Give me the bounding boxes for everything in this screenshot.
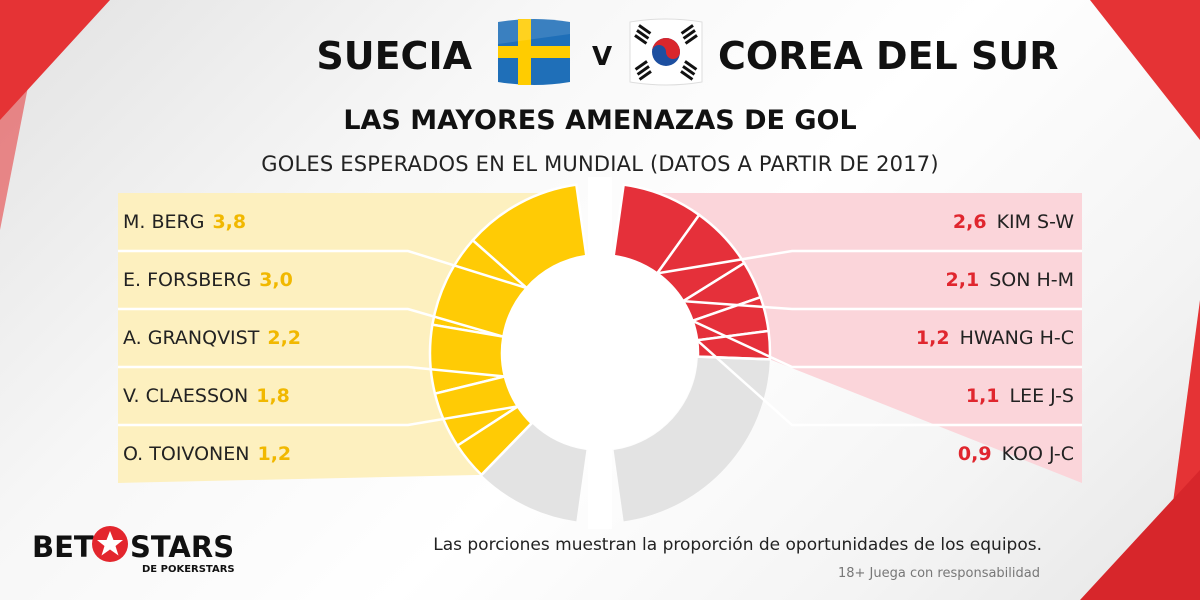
chart-caption: GOLES ESPERADOS EN EL MUNDIAL (DATOS A P…: [261, 152, 939, 176]
leader-line: [656, 249, 1082, 275]
player-name: M. BERG: [123, 211, 205, 233]
player-name: KIM S-W: [996, 211, 1074, 233]
match-header: SUECIA V: [0, 14, 1200, 94]
away-remainder-slice: [613, 356, 770, 522]
chart-subtitle: LAS MAYORES AMENAZAS DE GOL: [343, 105, 857, 136]
star-icon: [92, 526, 128, 562]
player-label: 1,1 LEE J-S: [966, 367, 1074, 425]
player-label: M. BERG 3,8: [123, 193, 246, 251]
player-name: A. GRANQVIST: [123, 327, 260, 349]
player-label: 2,6 KIM S-W: [953, 193, 1074, 251]
sweden-flag-icon: [498, 19, 570, 85]
leader-line: [480, 422, 533, 476]
decor-corner: [1080, 470, 1200, 600]
player-name: V. CLAESSON: [123, 385, 249, 407]
player-label: E. FORSBERG 3,0: [123, 251, 293, 309]
xg-value: 2,2: [267, 327, 302, 349]
logo-subtext: DE POKERSTARS: [142, 564, 235, 575]
player-name: SON H-M: [989, 269, 1074, 291]
leader-line: [118, 365, 505, 378]
player-name: KOO J-C: [1001, 443, 1074, 465]
decor-corner: [1090, 0, 1200, 140]
player-label: 1,2 HWANG H-C: [916, 309, 1074, 367]
xg-value: 3,0: [259, 269, 293, 291]
xg-value: 1,1: [965, 385, 1000, 407]
donut-divider: [588, 177, 612, 529]
xg-value: 1,2: [915, 327, 950, 349]
leader-line: [118, 307, 504, 338]
player-name: E. FORSBERG: [123, 269, 252, 291]
xg-value: 1,8: [256, 385, 290, 407]
xg-value: 3,8: [212, 211, 247, 233]
decor-corner: [0, 0, 110, 120]
south-korea-flag-icon: [629, 18, 703, 86]
player-label: V. CLAESSON 1,8: [123, 367, 290, 425]
player-label: O. TOIVONEN 1,2: [123, 425, 291, 483]
leader-line: [683, 299, 1082, 311]
xg-value: 2,1: [945, 269, 980, 291]
player-label: 2,1 SON H-M: [946, 251, 1074, 309]
leader-line: [692, 319, 1082, 369]
betstars-logo: BET STARS DE POKERSTARS: [32, 526, 242, 580]
away-team-name: COREA DEL SUR: [718, 34, 1059, 78]
logo-bet-text: BET: [32, 530, 94, 564]
xg-value: 2,6: [952, 211, 987, 233]
leader-line: [118, 405, 519, 427]
player-name: LEE J-S: [1009, 385, 1074, 407]
chart-footnote: Las porciones muestran la proporción de …: [433, 535, 1042, 555]
player-name: HWANG H-C: [959, 327, 1074, 349]
leader-line: [118, 249, 528, 290]
home-team-name: SUECIA: [316, 34, 472, 78]
responsibility-notice: 18+ Juega con responsabilidad: [837, 566, 1040, 581]
xg-value: 0,9: [957, 443, 992, 465]
xg-value: 1,2: [257, 443, 292, 465]
leader-line: [697, 355, 770, 361]
player-label: 0,9 KOO J-C: [958, 425, 1074, 483]
leader-line: [696, 339, 1082, 427]
player-name: O. TOIVONEN: [123, 443, 250, 465]
home-remainder-slice: [481, 423, 587, 522]
vs-label: V: [592, 42, 613, 72]
logo-stars-text: STARS: [130, 530, 235, 564]
player-label: A. GRANQVIST 2,2: [123, 309, 301, 367]
